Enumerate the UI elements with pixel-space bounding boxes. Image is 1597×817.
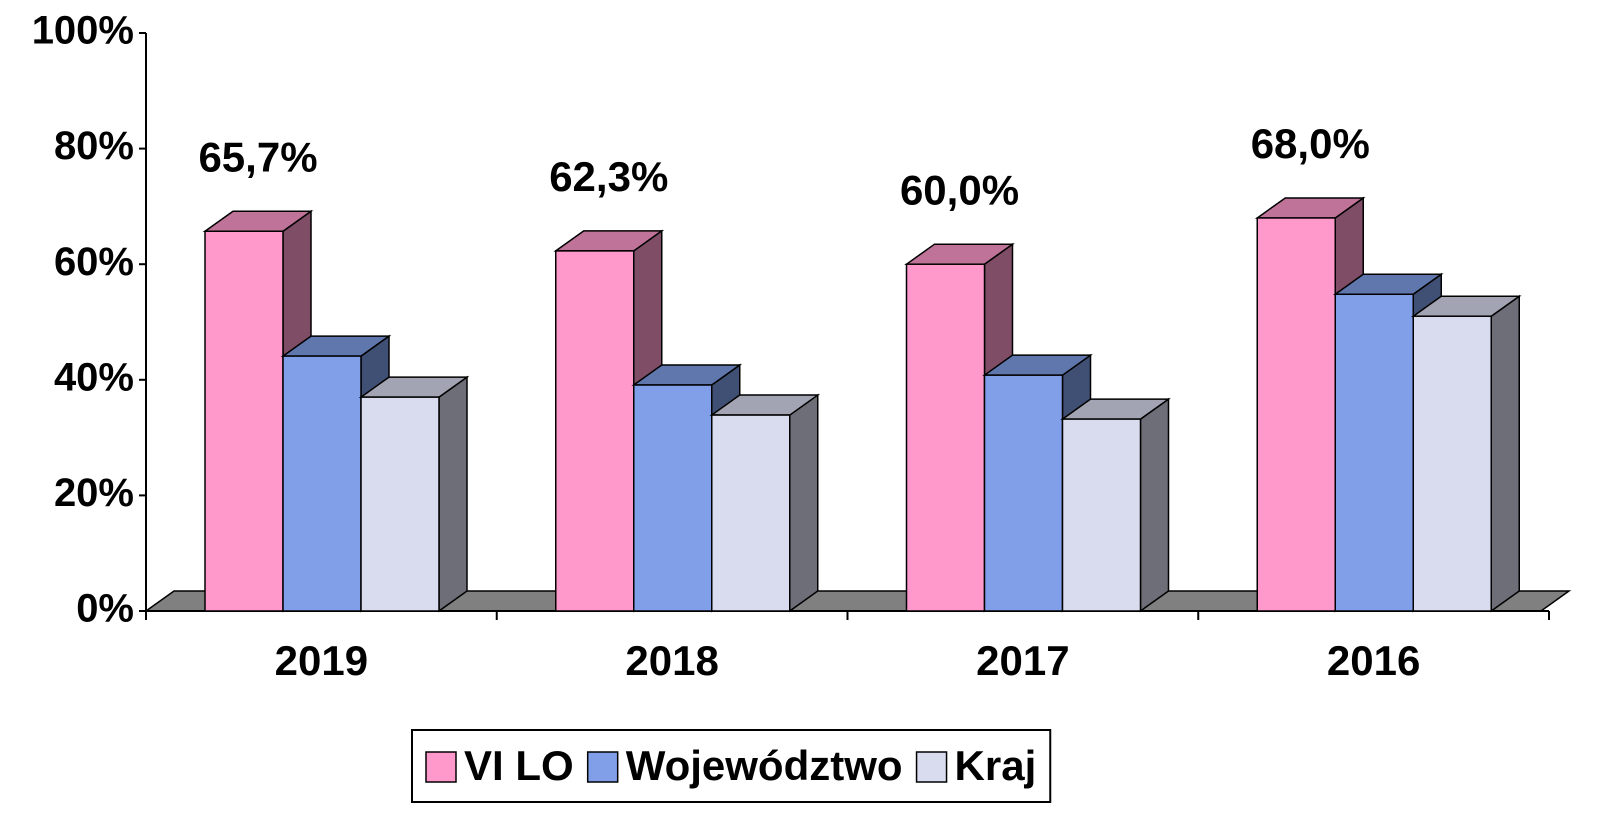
y-tick-label: 40%: [54, 355, 134, 399]
legend-swatch: [915, 751, 948, 783]
bar-side: [789, 393, 819, 613]
y-tick-label: 0%: [76, 587, 134, 631]
y-tick-label: 20%: [54, 471, 134, 515]
legend-label: Kraj: [955, 742, 1037, 789]
bar: [711, 414, 791, 612]
legend-label: Województwo: [626, 742, 903, 789]
legend-swatch: [425, 751, 457, 783]
bar: [1061, 418, 1142, 612]
bar-side: [1139, 397, 1170, 613]
bar: [360, 396, 440, 612]
data-label: 65,7%: [198, 133, 317, 180]
x-tick-label: 2019: [275, 637, 368, 684]
bar: [983, 374, 1064, 612]
data-label: 62,3%: [549, 153, 668, 200]
y-tick-label: 80%: [54, 124, 134, 168]
y-tick-label: 60%: [54, 240, 134, 284]
legend-label: VI LO: [464, 742, 574, 789]
x-tick-label: 2017: [976, 637, 1069, 684]
bar-side: [1490, 294, 1520, 613]
bar: [1412, 315, 1492, 612]
bar: [555, 250, 635, 612]
bar: [1256, 217, 1336, 612]
bar: [204, 230, 284, 612]
data-label: 68,0%: [1251, 120, 1370, 167]
bar: [1334, 293, 1414, 612]
bar: [633, 384, 713, 612]
bar: [282, 355, 362, 612]
legend-swatch: [586, 751, 619, 783]
data-label: 60,0%: [900, 166, 1019, 213]
bar-side: [438, 375, 468, 613]
bar: [905, 263, 986, 612]
x-tick-label: 2018: [625, 637, 718, 684]
y-tick-label: 100%: [32, 9, 134, 53]
x-tick-label: 2016: [1327, 637, 1420, 684]
